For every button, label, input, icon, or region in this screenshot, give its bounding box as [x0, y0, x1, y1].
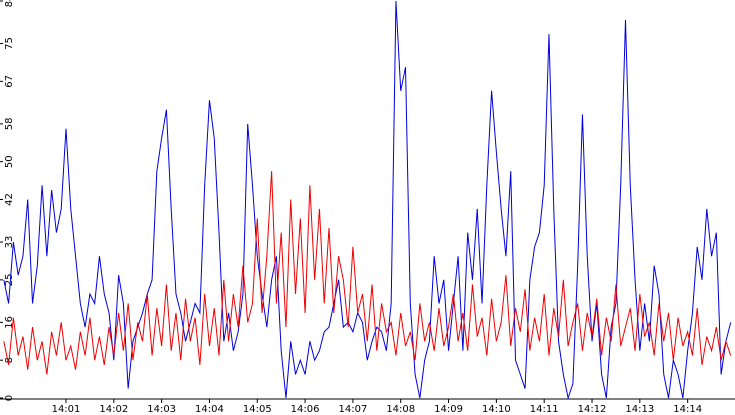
x-tick-label: 14:03: [147, 404, 176, 415]
y-tick-label: 67: [4, 75, 15, 88]
x-tick-label: 14:10: [482, 404, 511, 415]
x-tick-label: 14:13: [625, 404, 654, 415]
series-line: [3, 171, 732, 375]
y-tick-label: 50: [4, 155, 15, 168]
x-tick-label: 14:04: [195, 404, 224, 415]
x-tick-label: 14:05: [243, 404, 272, 415]
y-tick-label: 16: [4, 316, 15, 329]
y-tick-label: 0: [4, 395, 15, 401]
y-tick-label: 33: [4, 236, 15, 249]
y-tick-label: 58: [4, 118, 15, 131]
x-tick-label: 14:07: [339, 404, 368, 415]
x-tick-label: 14:14: [673, 404, 702, 415]
y-tick-label: 25: [4, 273, 15, 286]
x-tick-label: 14:02: [99, 404, 128, 415]
x-tick-label: 14:01: [52, 404, 81, 415]
x-tick-label: 14:08: [386, 404, 415, 415]
x-tick-label: 14:06: [291, 404, 320, 415]
x-tick-label: 14:11: [530, 404, 559, 415]
y-tick-label: 42: [4, 193, 15, 206]
y-tick-label: 84: [4, 0, 15, 7]
y-tick-label: 75: [4, 37, 15, 50]
x-tick-label: 14:09: [434, 404, 463, 415]
x-tick-label: 14:12: [578, 404, 607, 415]
